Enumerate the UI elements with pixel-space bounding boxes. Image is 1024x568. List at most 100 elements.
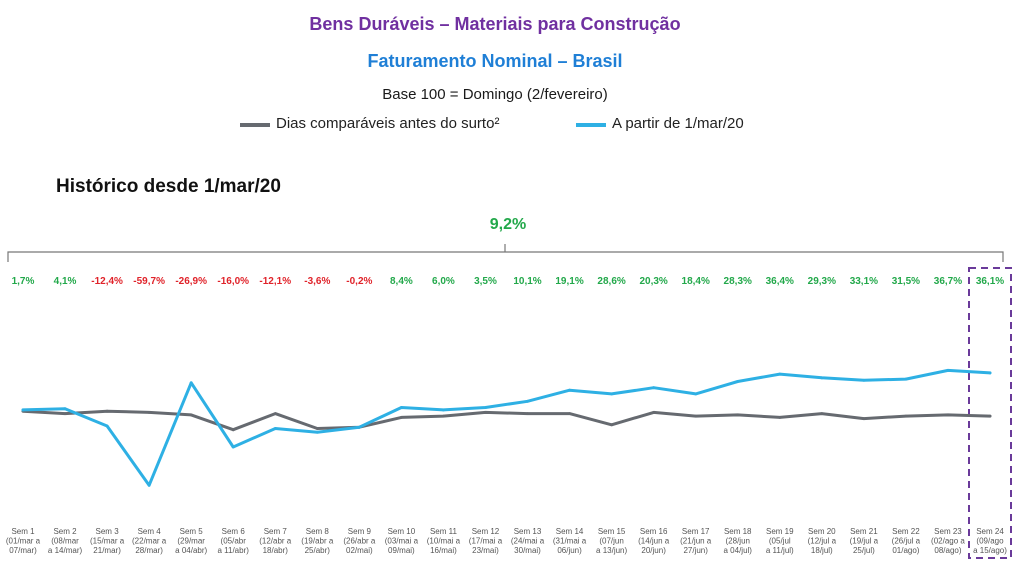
series-point bbox=[231, 445, 235, 449]
series-point bbox=[904, 377, 908, 381]
x-tick-label: Sem 20 (12/jul a 18/jul) bbox=[808, 527, 837, 555]
series-line-before bbox=[21, 409, 992, 432]
x-tick-label: Sem 16 (14/jun a 20/jun) bbox=[638, 527, 670, 555]
series-point bbox=[399, 415, 403, 419]
x-tick-label: Sem 14 (31/mai a 06/jun) bbox=[553, 527, 587, 555]
pct-label: 31,5% bbox=[892, 276, 920, 287]
x-tick-label: Sem 9 (26/abr a 02/mai) bbox=[343, 527, 376, 555]
series-point bbox=[610, 423, 614, 427]
pct-label: -12,4% bbox=[91, 276, 123, 287]
pct-label: 4,1% bbox=[54, 276, 77, 287]
series-point bbox=[526, 412, 529, 416]
x-tick-label: Sem 24 (09/ago a 15/ago) bbox=[973, 527, 1007, 555]
legend-swatch-after bbox=[576, 123, 606, 127]
x-tick-label: Sem 3 (15/mar a 21/mar) bbox=[90, 527, 125, 555]
x-tick-label: Sem 21 (19/jul a 25/jul) bbox=[850, 527, 879, 555]
pct-label: 36,4% bbox=[766, 276, 794, 287]
series-point bbox=[147, 411, 151, 414]
pct-label: 18,4% bbox=[682, 276, 710, 287]
x-tick-label: Sem 17 (21/jun a 27/jun) bbox=[680, 527, 712, 555]
series-point bbox=[231, 428, 235, 432]
pct-label: 28,6% bbox=[597, 276, 625, 287]
series-point bbox=[189, 381, 193, 385]
series-point bbox=[568, 412, 571, 416]
x-tick-label: Sem 8 (19/abr a 25/abr) bbox=[301, 527, 334, 555]
series-point bbox=[820, 412, 824, 416]
series-point bbox=[273, 427, 277, 430]
legend-label-after: A partir de 1/mar/20 bbox=[612, 115, 744, 132]
x-tick-label: Sem 19 (05/jul a 11/jul) bbox=[766, 527, 794, 555]
series-point bbox=[273, 412, 277, 416]
pct-label: 29,3% bbox=[808, 276, 836, 287]
series-point bbox=[736, 380, 740, 383]
series-point bbox=[568, 388, 571, 392]
legend-swatch-before bbox=[240, 123, 270, 127]
pct-label: 3,5% bbox=[474, 276, 497, 287]
pct-label: -12,1% bbox=[259, 276, 291, 287]
series-point bbox=[904, 414, 908, 418]
series-point bbox=[399, 406, 403, 409]
series-point bbox=[315, 427, 319, 430]
pct-label: 19,1% bbox=[555, 276, 583, 287]
x-tick-label: Sem 1 (01/mar a 07/mar) bbox=[6, 527, 41, 555]
series-point bbox=[778, 372, 782, 376]
x-tick-label: Sem 6 (05/abr a 11/abr) bbox=[217, 527, 249, 555]
series-point bbox=[988, 414, 992, 418]
series-point bbox=[484, 406, 487, 409]
x-tick-label: Sem 12 (17/mai a 23/mai) bbox=[469, 527, 503, 555]
x-tick-label: Sem 15 (07/jun a 13/jun) bbox=[596, 527, 627, 555]
x-tick-label: Sem 4 (22/mar a 28/mar) bbox=[132, 527, 167, 555]
series-point bbox=[21, 408, 25, 412]
x-tick-label: Sem 11 (10/mai a 16/mai) bbox=[427, 527, 461, 555]
x-tick-label: Sem 13 (24/mai a 30/mai) bbox=[511, 527, 545, 555]
pct-label: -0,2% bbox=[346, 276, 372, 287]
pct-label: -26,9% bbox=[175, 276, 207, 287]
series-point bbox=[442, 414, 445, 418]
series-point bbox=[820, 376, 824, 380]
pct-label: -3,6% bbox=[304, 276, 330, 287]
base-note: Base 100 = Domingo (2/fevereiro) bbox=[382, 86, 608, 103]
series-point bbox=[946, 369, 950, 372]
series-point bbox=[946, 413, 950, 417]
series-point bbox=[147, 483, 151, 487]
series-point bbox=[442, 408, 445, 412]
series-point bbox=[652, 411, 656, 414]
series-point bbox=[736, 413, 740, 417]
pct-label: 20,3% bbox=[639, 276, 667, 287]
pct-label: 28,3% bbox=[724, 276, 752, 287]
pct-label: 6,0% bbox=[432, 276, 455, 287]
x-tick-label: Sem 23 (02/ago a 08/ago) bbox=[931, 527, 965, 555]
highlight-box bbox=[968, 267, 1012, 559]
x-tick-label: Sem 10 (03/mai a 09/mai) bbox=[385, 527, 419, 555]
series-point bbox=[105, 424, 109, 428]
total-change-label: 9,2% bbox=[489, 216, 527, 233]
series-point bbox=[189, 413, 193, 417]
legend: Dias comparáveis antes do surto² A parti… bbox=[0, 115, 1024, 135]
section-title: Histórico desde 1/mar/20 bbox=[56, 176, 281, 197]
chart-subtitle: Faturamento Nominal – Brasil bbox=[367, 51, 623, 71]
pct-label: 33,1% bbox=[850, 276, 878, 287]
pct-label: 8,4% bbox=[390, 276, 413, 287]
series-point bbox=[63, 407, 67, 411]
series-point bbox=[610, 392, 614, 396]
pct-label: 1,7% bbox=[12, 276, 35, 287]
x-tick-label: Sem 2 (08/mar a 14/mar) bbox=[48, 527, 83, 555]
pct-label: 10,1% bbox=[513, 276, 541, 287]
legend-label-before: Dias comparáveis antes do surto² bbox=[276, 115, 500, 132]
series-point bbox=[526, 399, 529, 403]
series-point bbox=[357, 425, 361, 429]
total-bracket bbox=[7, 251, 1004, 262]
pct-label: 36,7% bbox=[934, 276, 962, 287]
series-point bbox=[105, 409, 109, 413]
series-point bbox=[862, 417, 866, 420]
series-point bbox=[63, 412, 67, 416]
pct-label: -59,7% bbox=[133, 276, 165, 287]
series-point bbox=[652, 386, 656, 390]
x-tick-label: Sem 22 (26/jul a 01/ago) bbox=[892, 527, 921, 555]
x-tick-label: Sem 7 (12/abr a 18/abr) bbox=[259, 527, 292, 555]
series-point bbox=[862, 378, 866, 382]
series-point bbox=[315, 430, 319, 434]
series-line-after bbox=[21, 368, 992, 487]
series-point bbox=[988, 371, 992, 375]
